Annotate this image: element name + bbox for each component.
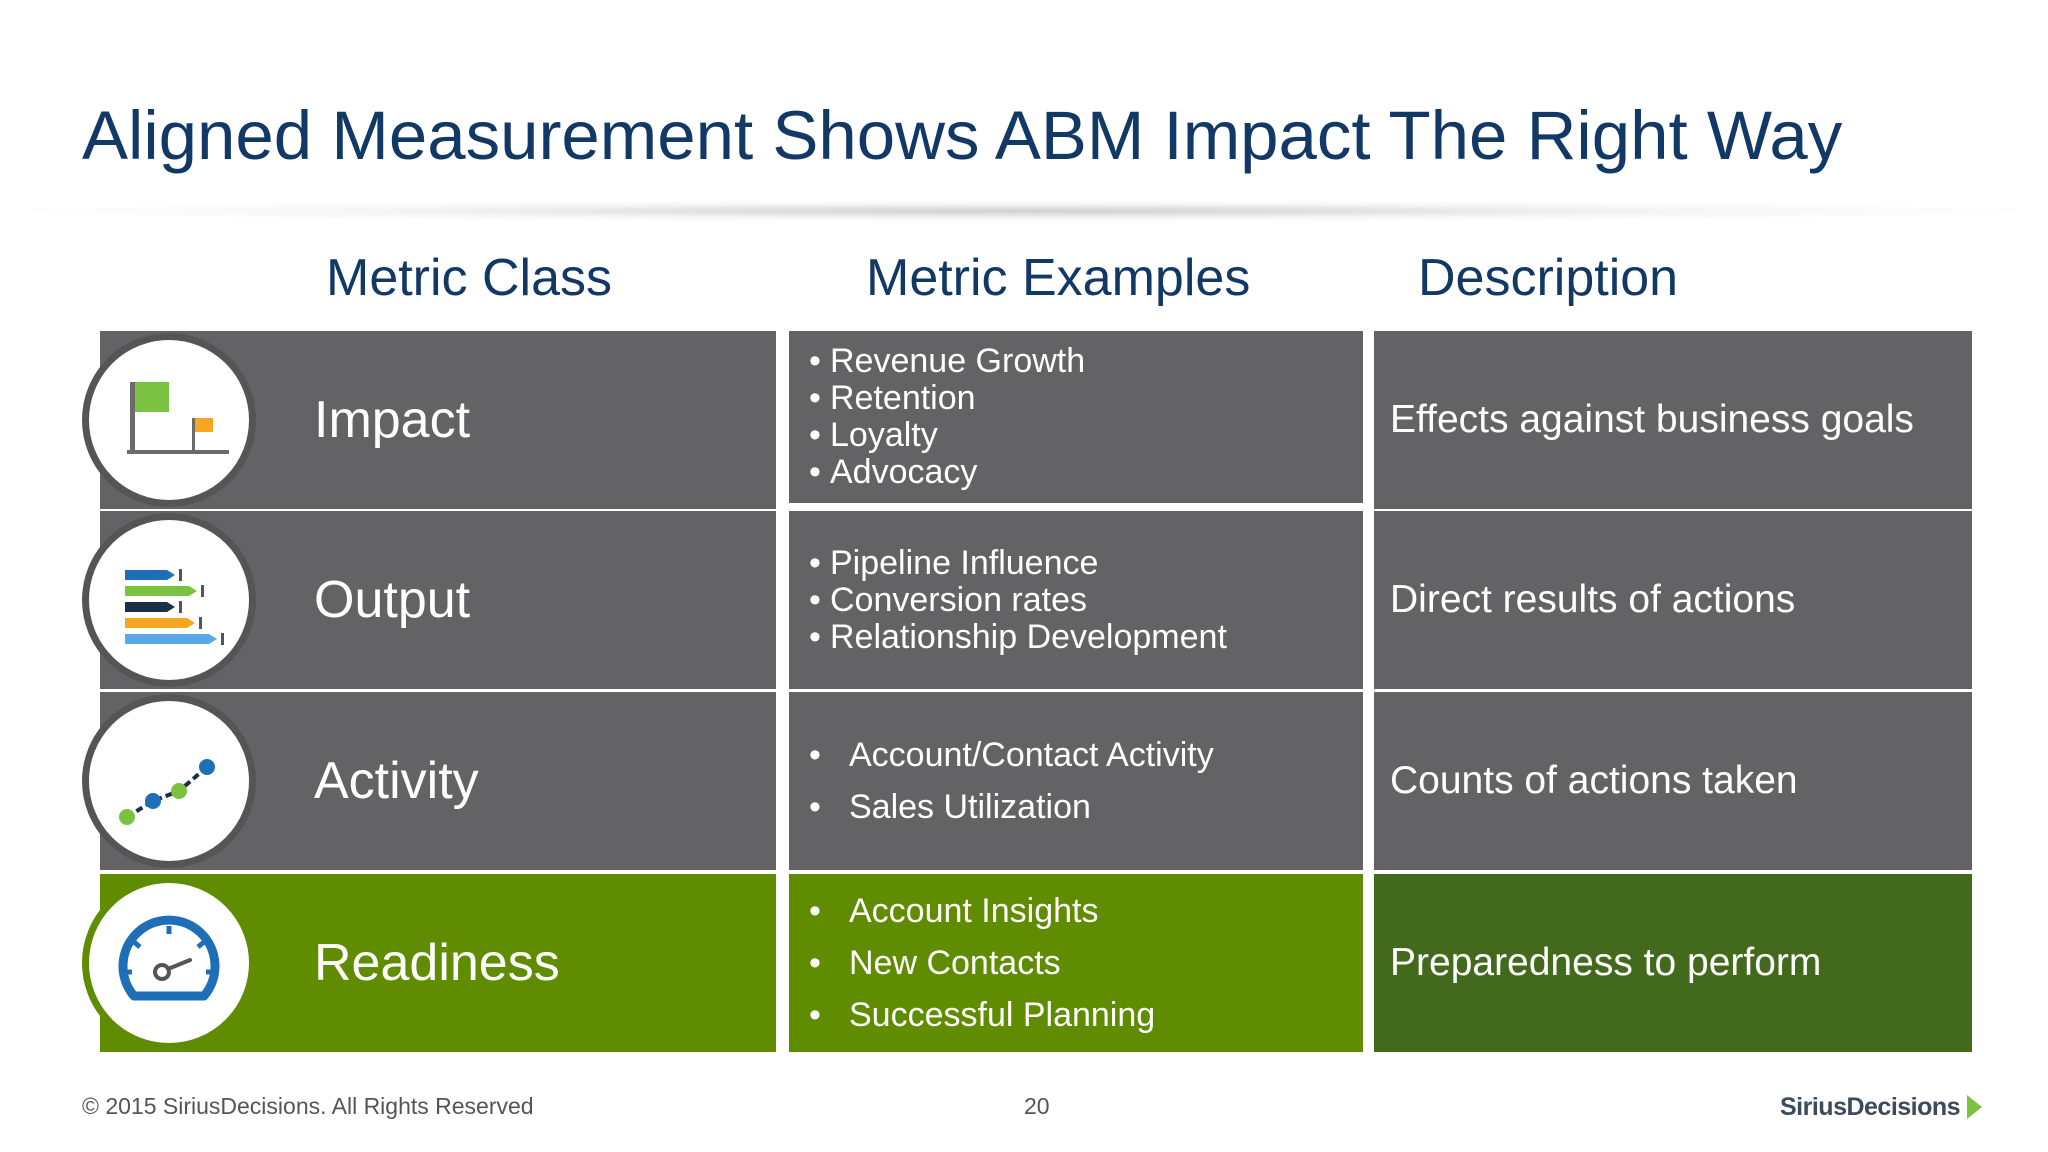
trend-line-icon: [119, 759, 215, 825]
description-text: Preparedness to perform: [1390, 941, 1822, 984]
description-cell: Counts of actions taken: [1374, 692, 1972, 870]
title-divider: [0, 200, 2048, 222]
logo-text: SiriusDecisions: [1780, 1092, 1961, 1121]
description-text: Direct results of actions: [1390, 578, 1796, 621]
readiness-badge: [82, 876, 256, 1050]
metric-examples-cell: • Revenue Growth • Retention • Loyalty • Adv…: [789, 331, 1363, 503]
bar-arrows-icon: [125, 569, 224, 645]
description-cell: Preparedness to perform: [1374, 874, 1972, 1052]
list-item: • Relationship Development: [809, 617, 1227, 656]
metric-class-label: Readiness: [314, 934, 560, 992]
metric-class-label: Activity: [314, 752, 479, 810]
slide-title: Aligned Measurement Shows ABM Impact The…: [82, 97, 1843, 174]
copyright-notice: © 2015 SiriusDecisions. All Rights Reser…: [82, 1093, 534, 1119]
output-badge: [82, 513, 256, 687]
list-item: • Retention: [809, 379, 976, 417]
description-cell: Effects against business goals: [1374, 331, 1972, 509]
column-header-description: Description: [1418, 249, 1679, 307]
list-item: • New Contacts: [809, 944, 1061, 982]
company-logo: SiriusDecisions: [1780, 1092, 1986, 1122]
metric-examples-cell: • Account/Contact Activity • Sales Utiliza…: [789, 692, 1363, 870]
metric-examples-cell: • Pipeline Influence • Conversion rates • R…: [789, 511, 1363, 689]
list-item: • Sales Utilization: [809, 788, 1091, 826]
metric-class-label: Impact: [314, 391, 471, 449]
description-cell: Direct results of actions: [1374, 511, 1972, 689]
metric-examples-cell: • Account Insights • New Contacts • Success…: [789, 874, 1363, 1052]
page-number: 20: [1024, 1093, 1050, 1119]
list-item: • Successful Planning: [809, 996, 1156, 1034]
impact-badge: [82, 333, 256, 507]
list-item: • Loyalty: [809, 416, 938, 454]
list-item: • Pipeline Influence: [809, 543, 1099, 582]
list-item: • Revenue Growth: [809, 342, 1086, 380]
activity-badge: [82, 694, 256, 868]
metric-class-label: Output: [314, 571, 471, 629]
flags-icon: [127, 382, 229, 454]
column-header-metric-examples: Metric Examples: [866, 249, 1251, 307]
column-header-metric-class: Metric Class: [326, 249, 613, 307]
description-text: Counts of actions taken: [1390, 759, 1798, 802]
list-item: • Conversion rates: [809, 580, 1088, 619]
chevron-right-icon: [1967, 1095, 1983, 1119]
list-item: • Account/Contact Activity: [809, 736, 1214, 774]
list-item: • Account Insights: [809, 892, 1099, 930]
description-text: Effects against business goals: [1390, 398, 1914, 441]
speedometer-icon: [118, 915, 220, 1001]
list-item: • Advocacy: [809, 453, 978, 491]
